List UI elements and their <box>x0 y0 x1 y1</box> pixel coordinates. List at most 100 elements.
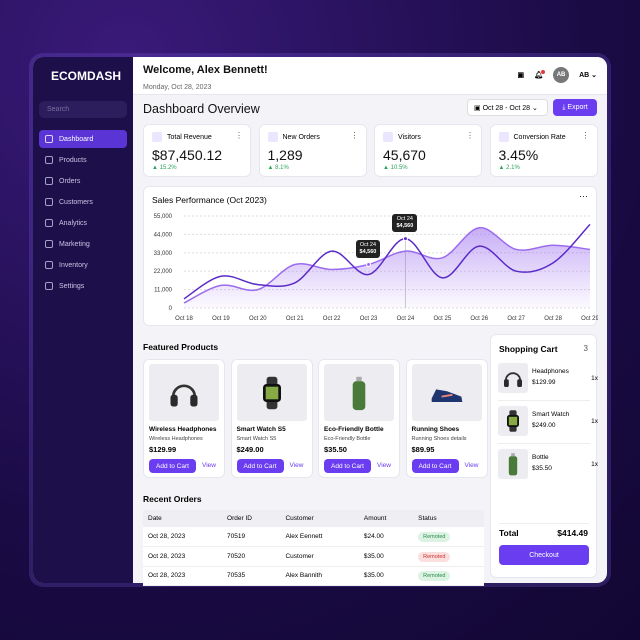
x-tick-label: Oct 25 <box>434 316 452 322</box>
y-tick-label: 33,000 <box>154 251 173 257</box>
add-to-cart-button[interactable]: Add to Cart <box>149 459 196 473</box>
welcome-title: Welcome, Alex Bennett! <box>143 64 268 76</box>
watch-image <box>498 406 528 436</box>
shopping-cart: Shopping Cart 3 Headphones $129.99 1x Smart… <box>490 334 598 578</box>
kpi-delta: ▲ 15.2% <box>152 165 177 171</box>
add-to-cart-button[interactable]: Add to Cart <box>411 459 459 473</box>
sidebar-item-marketing[interactable]: Marketing <box>39 235 127 253</box>
y-tick-label: 11,000 <box>154 288 173 294</box>
table-row[interactable]: Oct 28, 2023 70519 Alex Eennett $24.00 Remot… <box>143 527 484 547</box>
logo: ECOMDASH <box>39 67 127 85</box>
bottle-image <box>324 364 394 421</box>
cart-title: Shopping Cart <box>499 344 558 354</box>
kpi-delta: ▲ 10.5% <box>383 165 408 171</box>
avatar[interactable]: AB <box>553 67 570 83</box>
add-to-cart-button[interactable]: Add to Cart <box>236 459 284 473</box>
status-badge: Remoted <box>418 551 451 562</box>
sidebar-item-orders[interactable]: Orders <box>39 172 127 190</box>
kpi-card: Conversion Rate ⋮ 3.45% ▲ 2.1% <box>489 124 598 177</box>
sidebar-item-settings[interactable]: Settings <box>39 277 127 295</box>
export-button[interactable]: ⤓ Export <box>553 99 597 116</box>
checkout-button[interactable]: Checkout <box>499 545 589 565</box>
date-range-picker[interactable]: ▣ Oct 28 - Oct 28 ⌄ <box>467 99 548 116</box>
orders-table: Date Order ID Customer Amount Status Oct 28, … <box>143 510 484 586</box>
table-row[interactable]: Oct 28, 2023 70520 Customer $35.00 Remoted <box>143 546 484 567</box>
top-bar: Welcome, Alex Bennett! Monday, Oct 28, 2… <box>133 57 607 95</box>
kpi-card: Total Revenue ⋮ $87,450.12 ▲ 15.2% <box>143 124 251 177</box>
table-row[interactable]: Oct 28, 2023 70535 Alex Bannith $35.00 Remot… <box>143 566 484 586</box>
more-icon[interactable]: ⋮ <box>581 131 590 140</box>
marketing-icon <box>45 240 53 248</box>
x-tick-label: Oct 28 <box>544 316 562 322</box>
highlight-point <box>402 236 408 242</box>
kpi-card: New Orders ⋮ 1,289 ▲ 8.1% <box>258 124 367 177</box>
x-tick-label: Oct 18 <box>175 316 193 322</box>
sidebar: ECOMDASH Search Dashboard Products Orders C… <box>33 57 133 583</box>
chart-tooltip: Oct 24 $4,560 <box>355 239 381 258</box>
cart-item: Headphones $129.99 1x <box>498 363 598 401</box>
more-icon[interactable]: ⋮ <box>466 131 474 140</box>
sidebar-item-dashboard[interactable]: Dashboard <box>39 130 127 148</box>
column-header[interactable]: Amount <box>358 510 414 527</box>
view-link[interactable]: View <box>202 462 216 469</box>
view-link[interactable]: View <box>464 462 479 469</box>
x-tick-label: Oct 20 <box>249 316 267 322</box>
kpi-value: 1,289 <box>267 147 303 163</box>
column-header[interactable]: Customer <box>280 510 359 527</box>
more-icon[interactable]: ⋮ <box>350 131 359 140</box>
chart-tooltip: Oct 24 $4,560 <box>392 213 418 232</box>
cart-total: $414.49 <box>557 528 588 538</box>
brand-name: ECOMDASH <box>51 69 122 83</box>
dashboard-icon <box>45 135 53 143</box>
x-tick-label: Oct 26 <box>470 316 488 322</box>
sales-chart: 0 11,000 22,000 33,000 44,000 55,000 Oct 18 Oct… <box>154 214 598 322</box>
total-label: Total <box>499 528 519 538</box>
sidebar-item-products[interactable]: Products <box>39 151 127 169</box>
orders-title: Recent Orders <box>143 494 202 504</box>
product-card: Wireless Headphones Wireless Headphones $1… <box>143 359 225 478</box>
kpi-icon <box>267 132 278 142</box>
sidebar-item-inventory[interactable]: Inventory <box>39 256 127 274</box>
sales-chart-card: Sales Performance (Oct 2023) ··· 0 11,000… <box>143 186 598 326</box>
x-tick-label: Oct 29 <box>581 316 598 322</box>
add-to-cart-button[interactable]: Add to Cart <box>324 459 371 473</box>
kpi-delta: ▲ 2.1% <box>498 165 520 171</box>
customers-icon <box>45 198 53 206</box>
cart-item: Smart Watch $249.00 1x <box>498 406 598 444</box>
bell-icon[interactable]: 🔔︎ <box>534 70 546 79</box>
product-card: Eco-Friendly Bottle Eco-Friendly Bottle $3… <box>318 359 400 478</box>
shoe-image <box>411 364 482 421</box>
app-window: ECOMDASH Search Dashboard Products Orders C… <box>33 57 607 583</box>
series-area <box>184 227 590 308</box>
cart-item: Bottle $35.50 1x <box>498 449 598 487</box>
x-tick-label: Oct 27 <box>507 316 525 322</box>
x-tick-label: Oct 23 <box>360 316 378 322</box>
sidebar-item-analytics[interactable]: Analytics <box>39 214 127 232</box>
column-header[interactable]: Order ID <box>222 510 281 527</box>
user-menu[interactable]: AB ⌄ <box>579 72 597 79</box>
product-card: Running Shoes Running Shoes details $89.95… <box>405 359 488 478</box>
column-header[interactable]: Date <box>143 510 223 527</box>
more-icon[interactable]: ··· <box>579 191 588 201</box>
kpi-delta: ▲ 8.1% <box>267 165 289 171</box>
chart-title: Sales Performance (Oct 2023) <box>152 195 267 205</box>
search-input[interactable]: Search <box>39 101 127 118</box>
kpi-icon <box>152 132 162 142</box>
view-link[interactable]: View <box>289 462 304 469</box>
more-icon[interactable]: ⋮ <box>235 131 243 140</box>
calendar-icon[interactable]: ▣ <box>517 72 525 79</box>
sidebar-item-customers[interactable]: Customers <box>39 193 127 211</box>
bottle-image <box>498 449 528 479</box>
products-icon <box>45 156 53 164</box>
status-badge: Remoted <box>418 571 451 582</box>
cart-count: 3 <box>583 344 588 353</box>
y-tick-label: 55,000 <box>154 214 173 220</box>
view-link[interactable]: View <box>377 462 391 469</box>
headphones-image <box>498 363 528 393</box>
highlight-point <box>366 262 372 268</box>
inventory-icon <box>45 261 53 269</box>
series-line <box>183 223 591 300</box>
settings-icon <box>45 282 53 290</box>
kpi-icon <box>383 132 393 142</box>
column-header[interactable]: Status <box>413 510 484 527</box>
